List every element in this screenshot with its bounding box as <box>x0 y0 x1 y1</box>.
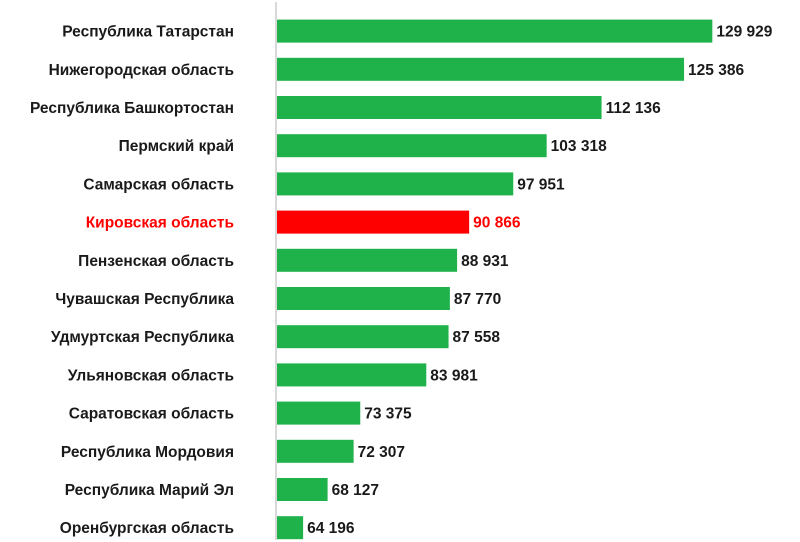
category-label-8: Удмуртская Республика <box>51 329 234 346</box>
category-label-0: Республика Татарстан <box>62 24 234 41</box>
bar-13 <box>277 516 304 540</box>
category-label-4: Самарская область <box>83 176 234 193</box>
value-label-4: 97 951 <box>517 176 565 193</box>
value-label-3: 103 318 <box>551 138 607 155</box>
category-label-12: Республика Марий Эл <box>65 482 234 499</box>
category-label-11: Республика Мордовия <box>61 444 234 461</box>
bar-3 <box>277 134 547 158</box>
category-label-2: Республика Башкортостан <box>30 100 234 117</box>
bar-12 <box>277 478 328 501</box>
category-label-13: Оренбургская область <box>60 520 234 537</box>
bar-4 <box>277 172 514 196</box>
value-label-7: 87 770 <box>454 291 501 308</box>
value-label-9: 83 981 <box>430 367 478 384</box>
bar-11 <box>277 439 354 463</box>
value-label-12: 68 127 <box>332 482 379 499</box>
bars-group <box>277 19 713 540</box>
category-label-6: Пензенская область <box>78 253 234 270</box>
value-label-0: 129 929 <box>716 24 772 41</box>
bar-1 <box>277 57 685 81</box>
bar-0 <box>277 19 713 43</box>
bar-2 <box>277 96 602 119</box>
value-label-13: 64 196 <box>307 520 355 537</box>
category-label-10: Саратовская область <box>69 406 234 423</box>
bar-6 <box>277 248 458 272</box>
category-label-7: Чувашская Республика <box>55 291 234 308</box>
bar-5 <box>277 210 470 234</box>
value-label-11: 72 307 <box>358 444 405 461</box>
category-label-9: Ульяновская область <box>68 367 234 384</box>
value-label-8: 87 558 <box>453 329 501 346</box>
value-label-2: 112 136 <box>606 100 662 117</box>
bar-7 <box>277 287 450 310</box>
value-label-1: 125 386 <box>688 62 744 79</box>
bar-8 <box>277 325 449 349</box>
value-label-10: 73 375 <box>364 406 412 423</box>
category-label-1: Нижегородская область <box>49 62 234 79</box>
labels-group: Республика Татарстан 129 929 Нижегородская… <box>30 24 773 538</box>
category-label-3: Пермский край <box>119 138 234 155</box>
bar-9 <box>277 363 427 387</box>
value-label-5: 90 866 <box>473 215 521 232</box>
bar-10 <box>277 401 361 425</box>
value-label-6: 88 931 <box>461 253 509 270</box>
category-label-5: Кировская область <box>86 215 234 232</box>
